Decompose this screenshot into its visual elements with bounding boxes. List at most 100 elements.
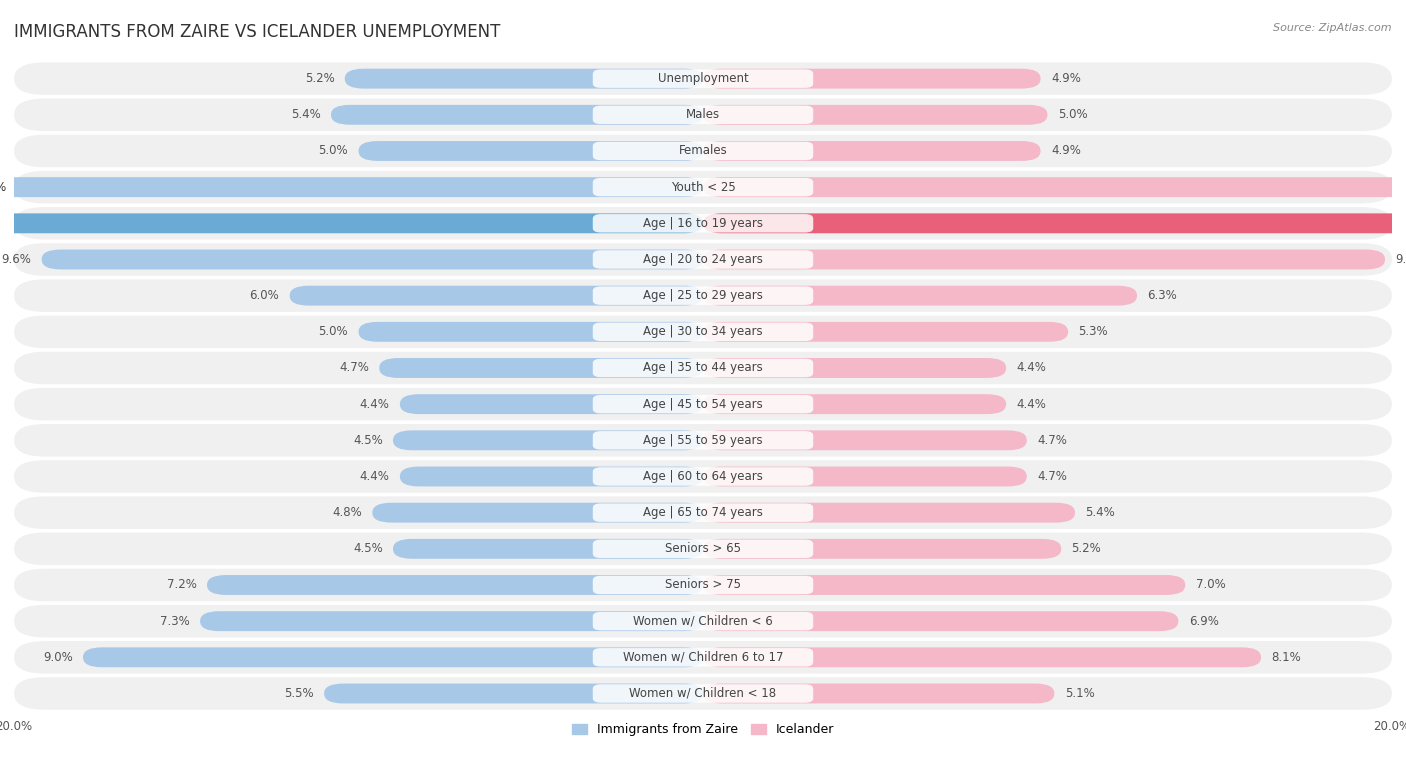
FancyBboxPatch shape xyxy=(14,569,1392,601)
Text: 4.7%: 4.7% xyxy=(1038,434,1067,447)
FancyBboxPatch shape xyxy=(593,503,813,522)
Text: 4.9%: 4.9% xyxy=(1050,72,1081,85)
FancyBboxPatch shape xyxy=(593,359,813,377)
FancyBboxPatch shape xyxy=(14,388,1392,420)
Text: Seniors > 65: Seniors > 65 xyxy=(665,542,741,556)
Text: IMMIGRANTS FROM ZAIRE VS ICELANDER UNEMPLOYMENT: IMMIGRANTS FROM ZAIRE VS ICELANDER UNEMP… xyxy=(14,23,501,41)
FancyBboxPatch shape xyxy=(399,394,703,414)
FancyBboxPatch shape xyxy=(703,322,1069,341)
Text: 5.2%: 5.2% xyxy=(1071,542,1101,556)
Text: 4.4%: 4.4% xyxy=(1017,362,1046,375)
FancyBboxPatch shape xyxy=(593,540,813,558)
Text: 5.1%: 5.1% xyxy=(1064,687,1094,700)
Text: Age | 45 to 54 years: Age | 45 to 54 years xyxy=(643,397,763,410)
FancyBboxPatch shape xyxy=(380,358,703,378)
Text: 7.2%: 7.2% xyxy=(167,578,197,591)
FancyBboxPatch shape xyxy=(703,684,1054,703)
FancyBboxPatch shape xyxy=(703,466,1026,487)
FancyBboxPatch shape xyxy=(290,285,703,306)
FancyBboxPatch shape xyxy=(593,178,813,196)
FancyBboxPatch shape xyxy=(394,431,703,450)
Text: Age | 60 to 64 years: Age | 60 to 64 years xyxy=(643,470,763,483)
FancyBboxPatch shape xyxy=(14,316,1392,348)
FancyBboxPatch shape xyxy=(593,322,813,341)
FancyBboxPatch shape xyxy=(42,250,703,269)
Text: Age | 25 to 29 years: Age | 25 to 29 years xyxy=(643,289,763,302)
FancyBboxPatch shape xyxy=(593,684,813,702)
Text: 4.4%: 4.4% xyxy=(360,470,389,483)
Text: Source: ZipAtlas.com: Source: ZipAtlas.com xyxy=(1274,23,1392,33)
Legend: Immigrants from Zaire, Icelander: Immigrants from Zaire, Icelander xyxy=(567,718,839,741)
Text: Age | 55 to 59 years: Age | 55 to 59 years xyxy=(643,434,763,447)
FancyBboxPatch shape xyxy=(703,575,1185,595)
FancyBboxPatch shape xyxy=(593,395,813,413)
Text: 5.5%: 5.5% xyxy=(284,687,314,700)
FancyBboxPatch shape xyxy=(359,322,703,341)
Text: 4.7%: 4.7% xyxy=(1038,470,1067,483)
FancyBboxPatch shape xyxy=(0,213,703,233)
Text: 5.3%: 5.3% xyxy=(1078,326,1108,338)
FancyBboxPatch shape xyxy=(14,98,1392,131)
FancyBboxPatch shape xyxy=(703,647,1261,667)
FancyBboxPatch shape xyxy=(703,213,1406,233)
Text: Females: Females xyxy=(679,145,727,157)
FancyBboxPatch shape xyxy=(593,612,813,631)
Text: 4.7%: 4.7% xyxy=(339,362,368,375)
FancyBboxPatch shape xyxy=(14,352,1392,385)
FancyBboxPatch shape xyxy=(14,460,1392,493)
FancyBboxPatch shape xyxy=(14,135,1392,167)
FancyBboxPatch shape xyxy=(593,431,813,450)
Text: 7.3%: 7.3% xyxy=(160,615,190,628)
FancyBboxPatch shape xyxy=(14,62,1392,95)
FancyBboxPatch shape xyxy=(14,207,1392,239)
FancyBboxPatch shape xyxy=(344,69,703,89)
Text: 4.5%: 4.5% xyxy=(353,434,382,447)
Text: 4.8%: 4.8% xyxy=(332,506,361,519)
FancyBboxPatch shape xyxy=(593,648,813,667)
FancyBboxPatch shape xyxy=(703,358,1007,378)
FancyBboxPatch shape xyxy=(703,177,1406,197)
FancyBboxPatch shape xyxy=(593,286,813,305)
Text: 4.4%: 4.4% xyxy=(1017,397,1046,410)
FancyBboxPatch shape xyxy=(200,611,703,631)
FancyBboxPatch shape xyxy=(703,431,1026,450)
FancyBboxPatch shape xyxy=(703,611,1178,631)
Text: 8.1%: 8.1% xyxy=(1271,651,1301,664)
Text: 5.4%: 5.4% xyxy=(1085,506,1115,519)
FancyBboxPatch shape xyxy=(593,251,813,269)
Text: Youth < 25: Youth < 25 xyxy=(671,181,735,194)
Text: 4.4%: 4.4% xyxy=(360,397,389,410)
FancyBboxPatch shape xyxy=(703,503,1076,522)
Text: Unemployment: Unemployment xyxy=(658,72,748,85)
Text: Women w/ Children < 18: Women w/ Children < 18 xyxy=(630,687,776,700)
FancyBboxPatch shape xyxy=(14,641,1392,674)
FancyBboxPatch shape xyxy=(593,105,813,124)
Text: 5.0%: 5.0% xyxy=(1057,108,1087,121)
FancyBboxPatch shape xyxy=(330,105,703,125)
FancyBboxPatch shape xyxy=(703,250,1385,269)
Text: 4.5%: 4.5% xyxy=(353,542,382,556)
FancyBboxPatch shape xyxy=(14,533,1392,565)
FancyBboxPatch shape xyxy=(14,678,1392,710)
FancyBboxPatch shape xyxy=(394,539,703,559)
FancyBboxPatch shape xyxy=(207,575,703,595)
FancyBboxPatch shape xyxy=(703,141,1040,161)
FancyBboxPatch shape xyxy=(593,70,813,88)
Text: 5.2%: 5.2% xyxy=(305,72,335,85)
Text: 7.0%: 7.0% xyxy=(1195,578,1226,591)
FancyBboxPatch shape xyxy=(14,243,1392,276)
Text: Women w/ Children 6 to 17: Women w/ Children 6 to 17 xyxy=(623,651,783,664)
FancyBboxPatch shape xyxy=(593,142,813,160)
Text: Age | 16 to 19 years: Age | 16 to 19 years xyxy=(643,217,763,230)
Text: 9.9%: 9.9% xyxy=(1395,253,1406,266)
Text: 5.0%: 5.0% xyxy=(319,145,349,157)
FancyBboxPatch shape xyxy=(14,497,1392,529)
Text: Males: Males xyxy=(686,108,720,121)
Text: 9.6%: 9.6% xyxy=(1,253,31,266)
FancyBboxPatch shape xyxy=(14,279,1392,312)
Text: Age | 30 to 34 years: Age | 30 to 34 years xyxy=(643,326,763,338)
FancyBboxPatch shape xyxy=(14,171,1392,204)
Text: 6.0%: 6.0% xyxy=(249,289,280,302)
FancyBboxPatch shape xyxy=(703,105,1047,125)
FancyBboxPatch shape xyxy=(14,605,1392,637)
